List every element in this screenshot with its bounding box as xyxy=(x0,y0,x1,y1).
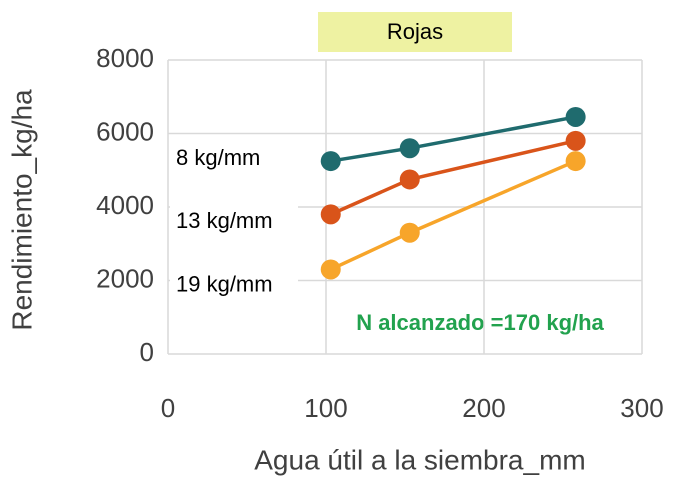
x-tick-label: 100 xyxy=(304,393,347,423)
series-label: 8 kg/mm xyxy=(176,145,260,170)
title-box xyxy=(318,12,512,52)
series-line xyxy=(330,159,577,272)
data-point xyxy=(320,204,341,225)
y-tick-label: 4000 xyxy=(96,190,154,220)
data-point xyxy=(399,169,420,190)
series-label-bg xyxy=(170,204,298,237)
series-line xyxy=(330,115,576,163)
series-label-bg xyxy=(170,141,298,174)
data-point xyxy=(399,138,420,159)
series-label: 13 kg/mm xyxy=(176,208,273,233)
chart-title: Rojas xyxy=(387,19,443,44)
x-tick-label: 300 xyxy=(620,393,663,423)
annotation: N alcanzado =170 kg/ha xyxy=(356,310,604,335)
data-point xyxy=(320,259,341,280)
x-tick-label: 0 xyxy=(161,393,175,423)
y-tick-label: 6000 xyxy=(96,116,154,146)
y-axis-title: Rendimiento_kg/ha xyxy=(6,89,37,331)
series-label: 19 kg/mm xyxy=(176,271,273,296)
data-point xyxy=(565,106,586,127)
y-tick-label: 2000 xyxy=(96,263,154,293)
data-point xyxy=(565,151,586,172)
y-tick-label: 8000 xyxy=(96,43,154,73)
x-axis-title: Agua útil a la siembra_mm xyxy=(254,444,585,475)
data-point xyxy=(565,130,586,151)
series-label-bg xyxy=(170,267,298,300)
x-tick-label: 200 xyxy=(462,393,505,423)
data-point xyxy=(320,151,341,172)
y-tick-label: 0 xyxy=(140,337,154,367)
data-point xyxy=(399,222,420,243)
